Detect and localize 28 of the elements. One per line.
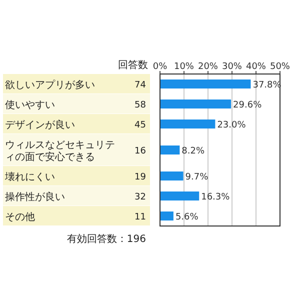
x-tick-label: 0% (152, 62, 168, 72)
x-tick-label: 40% (246, 62, 266, 72)
x-tick-label: 20% (198, 62, 218, 72)
y-tick-label: その他 (5, 211, 35, 223)
y-tick-label: デザインが良い (5, 119, 75, 131)
text: 32 (134, 192, 146, 202)
x-tick-label: 50% (270, 62, 290, 72)
y-tick-label: 壊れにくい (4, 171, 55, 183)
text: 有効回答数：196 (66, 233, 146, 245)
text: 回答数 (118, 59, 148, 71)
text: 16 (134, 146, 146, 156)
text: 58 (134, 100, 146, 110)
y-tick-label: ウィルスなどセキュリティの面で安心できる (5, 140, 115, 163)
y-tick-label: 欲しいアプリが多い (5, 79, 95, 91)
text: 45 (134, 120, 146, 130)
y-tick-label: 操作性が良い (5, 191, 65, 203)
data-label: 23.0% (217, 120, 246, 130)
data-label: 29.6% (233, 100, 262, 110)
text: 74 (134, 80, 146, 90)
x-tick-label: 30% (222, 62, 242, 72)
data-label: 8.2% (182, 146, 205, 156)
y-tick-label: 使いやすい (5, 100, 55, 111)
text: 19 (134, 172, 146, 182)
data-label: 5.6% (175, 212, 199, 222)
x-tick-label: 10% (174, 62, 194, 72)
data-label: 9.7% (185, 172, 209, 182)
data-label: 16.3% (201, 192, 230, 202)
text: 11 (134, 212, 146, 222)
